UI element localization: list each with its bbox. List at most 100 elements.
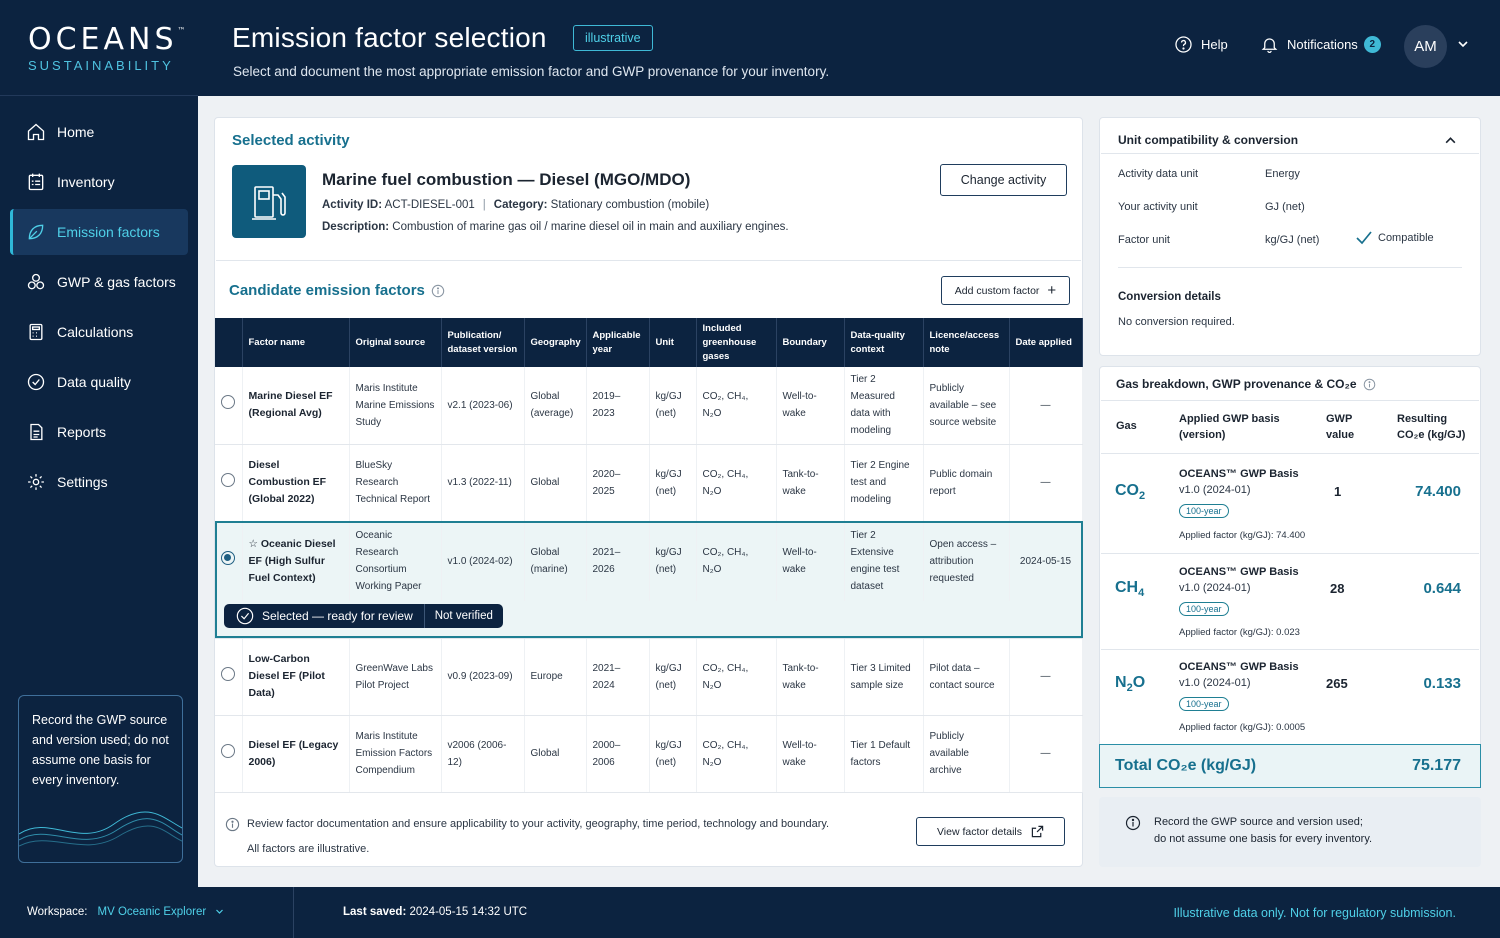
factor-date: — — [1009, 638, 1083, 716]
gwp-value: 265 — [1326, 676, 1348, 691]
view-factor-details-button[interactable]: View factor details — [916, 817, 1065, 846]
col-header[interactable]: Included greenhouse gases — [696, 318, 777, 367]
sidebar-item-inventory[interactable]: Inventory — [10, 159, 188, 205]
gear-icon — [28, 474, 44, 490]
selected-status-text: Selected — ready for review — [262, 609, 413, 623]
col-header[interactable]: Licence/access note — [923, 318, 1010, 367]
factor-date: — — [1009, 367, 1083, 445]
gwp-basis-name: OCEANS™ GWP Basis — [1179, 566, 1299, 578]
gas-symbol-subscript: 4 — [1138, 587, 1145, 600]
app-header: Emission factor selection illustrative S… — [198, 0, 1500, 96]
col-header[interactable]: Applicable year — [586, 318, 650, 367]
factor-boundary: Well-to-wake — [776, 715, 845, 793]
col-header[interactable]: Publication/ dataset version — [441, 318, 525, 367]
table-row[interactable]: Marine Diesel EF (Regional Avg) Maris In… — [215, 367, 1083, 445]
help-button[interactable]: Help — [1174, 35, 1228, 54]
col-header[interactable]: Date applied — [1009, 318, 1083, 367]
footer-divider — [293, 887, 294, 938]
factor-radio[interactable] — [221, 472, 236, 487]
last-saved-label: Last saved: — [343, 906, 407, 918]
table-row[interactable]: Low-Carbon Diesel EF (Pilot Data) GreenW… — [215, 638, 1083, 716]
conversion-details-title: Conversion details — [1118, 291, 1221, 303]
factor-radio-selected[interactable] — [221, 551, 236, 566]
sidebar-item-data-quality[interactable]: Data quality — [10, 359, 188, 405]
selected-status-pill: Selected — ready for review Not verified — [224, 604, 503, 628]
col-header[interactable]: Geography — [524, 318, 587, 367]
divider — [1101, 649, 1479, 650]
gas-symbol-text: CH — [1115, 579, 1139, 596]
col-header[interactable]: Original source — [349, 318, 442, 367]
factor-geography: Europe — [524, 638, 587, 716]
factor-boundary: Well-to-wake — [776, 521, 845, 601]
sidebar-item-calculations[interactable]: Calculations — [10, 309, 188, 355]
factor-date: — — [1009, 715, 1083, 793]
table-row[interactable]: Diesel Combustion EF (Global 2022) BlueS… — [215, 444, 1083, 522]
col-header[interactable]: Data-quality context — [844, 318, 924, 367]
footnote-text: Review factor documentation and ensure a… — [247, 818, 830, 830]
applied-factor: Applied factor (kg/GJ): 0.023 — [1179, 627, 1300, 638]
table-row[interactable]: Diesel EF (Legacy 2006) Maris Institute … — [215, 715, 1083, 793]
col-select — [215, 318, 243, 367]
workspace-selector[interactable]: Workspace: MV Oceanic Explorer — [27, 906, 224, 918]
chevron-down-icon[interactable] — [1457, 38, 1469, 50]
activity-description: Description: Combustion of marine gas oi… — [322, 221, 789, 233]
gas-breakdown-card: Gas breakdown, GWP provenance & CO₂e Gas… — [1099, 366, 1481, 786]
factor-licence: Publicly available – see source website — [923, 367, 1010, 445]
gwp-basis: OCEANS™ GWP Basis v1.0 (2024-01) — [1179, 659, 1299, 691]
factor-year: 2020–2025 — [586, 444, 650, 522]
candidate-factors-table: Factor name Original source Publication/… — [215, 318, 1083, 793]
table-header-row: Factor name Original source Publication/… — [215, 318, 1083, 367]
tip-card: Record the GWP source and version used; … — [18, 695, 183, 863]
factor-name: ☆ Oceanic Diesel EF (High Sulfur Fuel Co… — [242, 521, 350, 601]
sidebar-item-label: Calculations — [57, 324, 134, 340]
change-activity-button[interactable]: Change activity — [940, 164, 1067, 196]
sidebar-item-gwp[interactable]: GWP & gas factors — [10, 259, 188, 305]
factor-radio[interactable] — [221, 395, 236, 410]
compatible-indicator: Compatible — [1355, 230, 1434, 246]
plus-icon: + — [1047, 282, 1057, 299]
gwp-basis-name: OCEANS™ GWP Basis — [1179, 468, 1299, 480]
co2e-value: 0.644 — [1423, 580, 1461, 597]
verification-status: Not verified — [434, 610, 493, 622]
col-header[interactable]: Factor name — [242, 318, 350, 367]
divider — [1101, 553, 1479, 554]
total-co2e-bar: Total CO₂e (kg/GJ) 75.177 — [1099, 744, 1481, 788]
sidebar-item-emission-factors[interactable]: Emission factors — [10, 209, 188, 255]
brand-logo[interactable]: OCEANS™ SUSTAINABILITY — [0, 0, 198, 96]
factor-source: Oceanic Research Consortium Working Pape… — [349, 521, 442, 601]
factor-source: BlueSky Research Technical Report — [349, 444, 442, 522]
factor-radio[interactable] — [221, 666, 236, 681]
molecule-icon — [27, 273, 45, 290]
col-header[interactable]: Boundary — [776, 318, 845, 367]
candidate-factors-label: Candidate emission factors — [229, 282, 425, 299]
gas-symbol-text: CO — [1115, 482, 1139, 499]
divider — [216, 260, 1081, 261]
gas-symbol-text: N — [1115, 674, 1127, 691]
sidebar-item-label: Inventory — [57, 174, 115, 190]
gwp-note-card: Record the GWP source and version used; … — [1099, 797, 1481, 867]
factor-radio[interactable] — [221, 743, 236, 758]
info-icon[interactable] — [431, 284, 445, 298]
info-icon[interactable] — [1363, 378, 1376, 391]
workspace-value: MV Oceanic Explorer — [97, 906, 207, 918]
activity-meta: Activity ID: ACT-DIESEL-001 | Category: St… — [322, 199, 710, 211]
sidebar-item-settings[interactable]: Settings — [10, 459, 188, 505]
sidebar-item-home[interactable]: Home — [10, 109, 188, 155]
factor-unit: kg/GJ (net) — [649, 367, 697, 445]
table-row-selected[interactable]: ☆ Oceanic Diesel EF (High Sulfur Fuel Co… — [215, 521, 1083, 601]
note-line-2: do not assume one basis for every invent… — [1154, 833, 1373, 845]
unit-card-title: Unit compatibility & conversion — [1118, 133, 1299, 147]
external-link-icon — [1031, 825, 1044, 838]
factor-dq: Tier 2 Extensive engine test dataset — [844, 521, 924, 601]
add-custom-factor-button[interactable]: Add custom factor + — [941, 276, 1070, 305]
sidebar-nav: Home Inventory Emission factors GWP & ga… — [0, 109, 198, 505]
factor-boundary: Well-to-wake — [776, 367, 845, 445]
chevron-up-icon[interactable] — [1444, 134, 1457, 147]
user-avatar[interactable]: AM — [1404, 25, 1447, 68]
factor-dq: Tier 2 Measured data with modeling — [844, 367, 924, 445]
disclaimer: Illustrative data only. Not for regulato… — [1173, 906, 1456, 920]
gwp-basis-name: OCEANS™ GWP Basis — [1179, 661, 1299, 673]
notifications-button[interactable]: Notifications 2 — [1260, 35, 1381, 54]
sidebar-item-reports[interactable]: Reports — [10, 409, 188, 455]
col-header[interactable]: Unit — [649, 318, 697, 367]
